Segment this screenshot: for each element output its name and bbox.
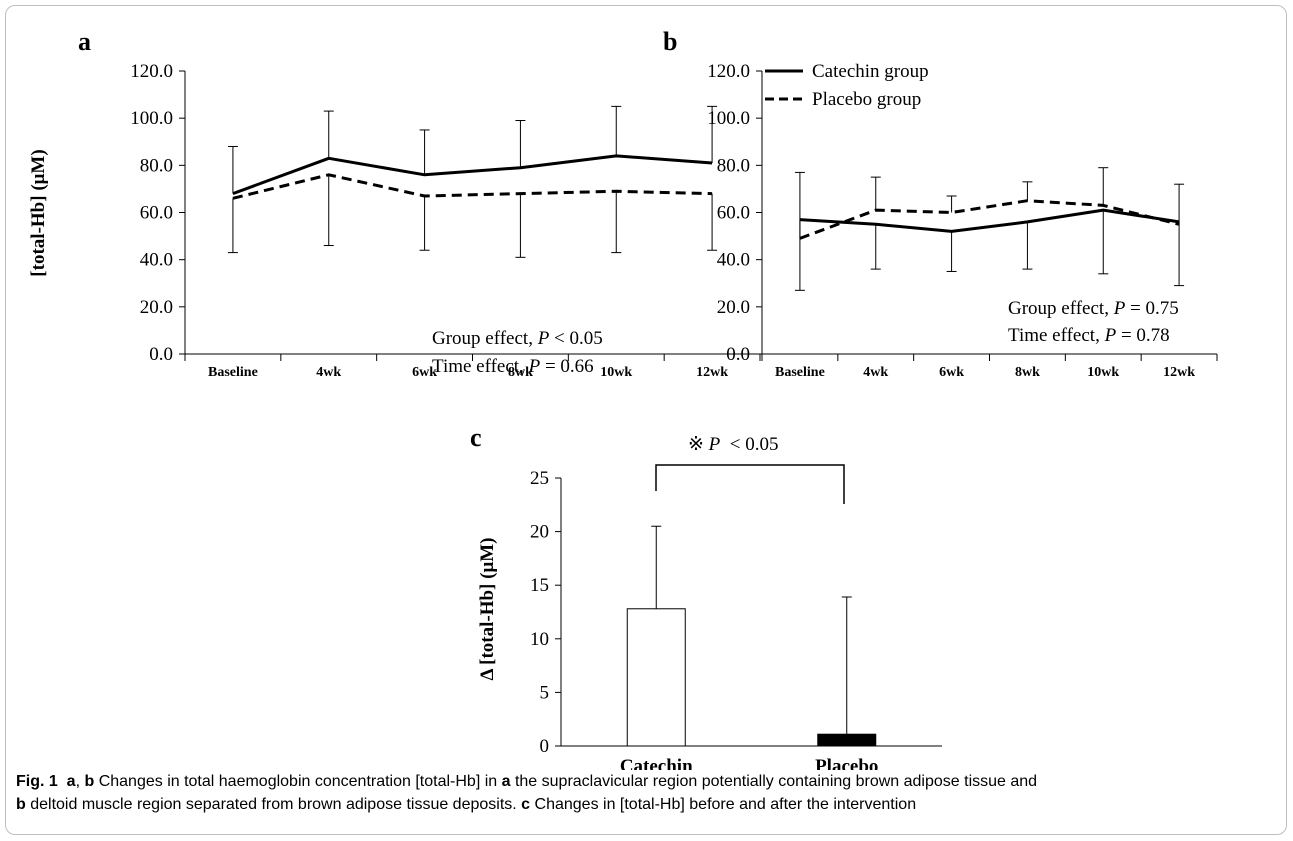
- legend-catechin-label: Catechin group: [812, 61, 929, 82]
- caption-text-2: the supraclavicular region potentially c…: [510, 773, 1038, 790]
- panel-b-y-tick-label: 120.0: [707, 61, 750, 82]
- panel-c-x-tick-label: Placebo: [815, 756, 878, 770]
- figure-caption: Fig. 1 a, b Changes in total haemoglobin…: [16, 770, 1278, 816]
- panel-c-bar-catechin: [626, 608, 686, 747]
- panel-c-y-axis-label: Δ [total-Hb] (μM): [477, 538, 498, 681]
- panel-a-y-axis-label: [total-Hb] (μM): [28, 149, 49, 276]
- panel-a-x-tick-label: 6wk: [412, 365, 437, 380]
- panel-b-y-tick-label: 80.0: [717, 155, 750, 176]
- panel-a: a [total-Hb] (μM) Group effect, P < 0.05…: [28, 27, 761, 380]
- panel-b-x-tick-label: 6wk: [939, 365, 964, 380]
- panel-a-time-effect: Time effect, P = 0.66: [432, 356, 594, 377]
- panel-b-group-effect: Group effect, P = 0.75: [1008, 298, 1179, 319]
- caption-text-1: Changes in total haemoglobin concentrati…: [94, 773, 502, 790]
- panel-c-y-tick-label: 25: [530, 468, 549, 489]
- panel-a-letter: a: [78, 27, 91, 56]
- significance-bracket: [655, 464, 845, 504]
- panel-a-x-tick-label: 8wk: [508, 365, 533, 380]
- panel-a-y-tick-label: 60.0: [140, 203, 173, 224]
- caption-a-ref: a: [66, 773, 76, 790]
- panel-c-y-tick-label: 0: [540, 736, 550, 757]
- panel-a-x-tick-label: 4wk: [316, 365, 341, 380]
- panel-c-x-tick-label: Catechin: [620, 756, 693, 770]
- panel-a-y-tick-label: 40.0: [140, 250, 173, 271]
- panel-b-catechin-series-line: [799, 208, 1180, 233]
- panel-c: c Δ [total-Hb] (μM) ※ P < 0.05 0 5 10 15 20 2…: [470, 423, 942, 770]
- panel-a-x-tick-label: 12wk: [696, 365, 728, 380]
- panel-b-y-tick-label: 60.0: [717, 203, 750, 224]
- panel-c-y-tick-label: 15: [530, 575, 549, 596]
- caption-fig-label: Fig. 1: [16, 773, 58, 790]
- panel-a-group-effect: Group effect, P < 0.05: [432, 328, 603, 349]
- panel-b-x-tick-label: 4wk: [863, 365, 888, 380]
- panel-b-letter: b: [663, 27, 677, 56]
- panel-a-y-tick-label: 0.0: [149, 344, 173, 365]
- panel-b-y-tick-label: 40.0: [717, 250, 750, 271]
- panel-c-letter: c: [470, 423, 482, 452]
- panel-b-x-tick-label: Baseline: [775, 365, 825, 380]
- panel-a-y-tick-label: 80.0: [140, 155, 173, 176]
- panel-b-y-tick-label: 20.0: [717, 297, 750, 318]
- panel-b-x-tick-label: 10wk: [1087, 365, 1119, 380]
- panel-a-x-tick-label: Baseline: [208, 365, 258, 380]
- caption-sep: ,: [75, 773, 85, 790]
- panel-a-x-tick-label: 10wk: [600, 365, 632, 380]
- significance-label: ※ P < 0.05: [688, 434, 779, 455]
- figure-frame: [5, 5, 1287, 835]
- panel-b-x-tick-label: 8wk: [1015, 365, 1040, 380]
- caption-text-4: Changes in [total-Hb] before and after t…: [530, 796, 917, 813]
- panel-a-y-tick-label: 100.0: [130, 108, 173, 129]
- caption-a-ref-2: a: [501, 773, 511, 790]
- panel-b-time-effect: Time effect, P = 0.78: [1008, 325, 1170, 346]
- panel-b-placebo-series-line: [799, 199, 1180, 240]
- caption-b-ref: b: [84, 773, 95, 790]
- panel-a-y-tick-label: 20.0: [140, 297, 173, 318]
- panel-a-placebo-series-line: [232, 173, 713, 200]
- caption-c-ref: c: [521, 796, 531, 813]
- panel-b-y-tick-label: 0.0: [726, 344, 750, 365]
- caption-b-ref-2: b: [16, 796, 26, 813]
- figure-svg: a [total-Hb] (μM) Group effect, P < 0.05…: [28, 27, 1218, 770]
- panel-b-x-tick-label: 12wk: [1163, 365, 1195, 380]
- caption-text-3: deltoid muscle region separated from bro…: [25, 796, 522, 813]
- panel-b: b Catechin group Placebo group Group eff…: [663, 27, 1218, 380]
- panel-c-y-tick-label: 20: [530, 522, 549, 543]
- panel-c-bar-placebo: [817, 733, 877, 747]
- panel-c-y-tick-label: 10: [530, 629, 549, 650]
- panel-b-y-tick-label: 100.0: [707, 108, 750, 129]
- legend-placebo-label: Placebo group: [812, 89, 921, 110]
- panel-a-catechin-series-line: [232, 154, 713, 196]
- panel-c-y-tick-label: 5: [540, 682, 550, 703]
- panel-a-y-tick-label: 120.0: [130, 61, 173, 82]
